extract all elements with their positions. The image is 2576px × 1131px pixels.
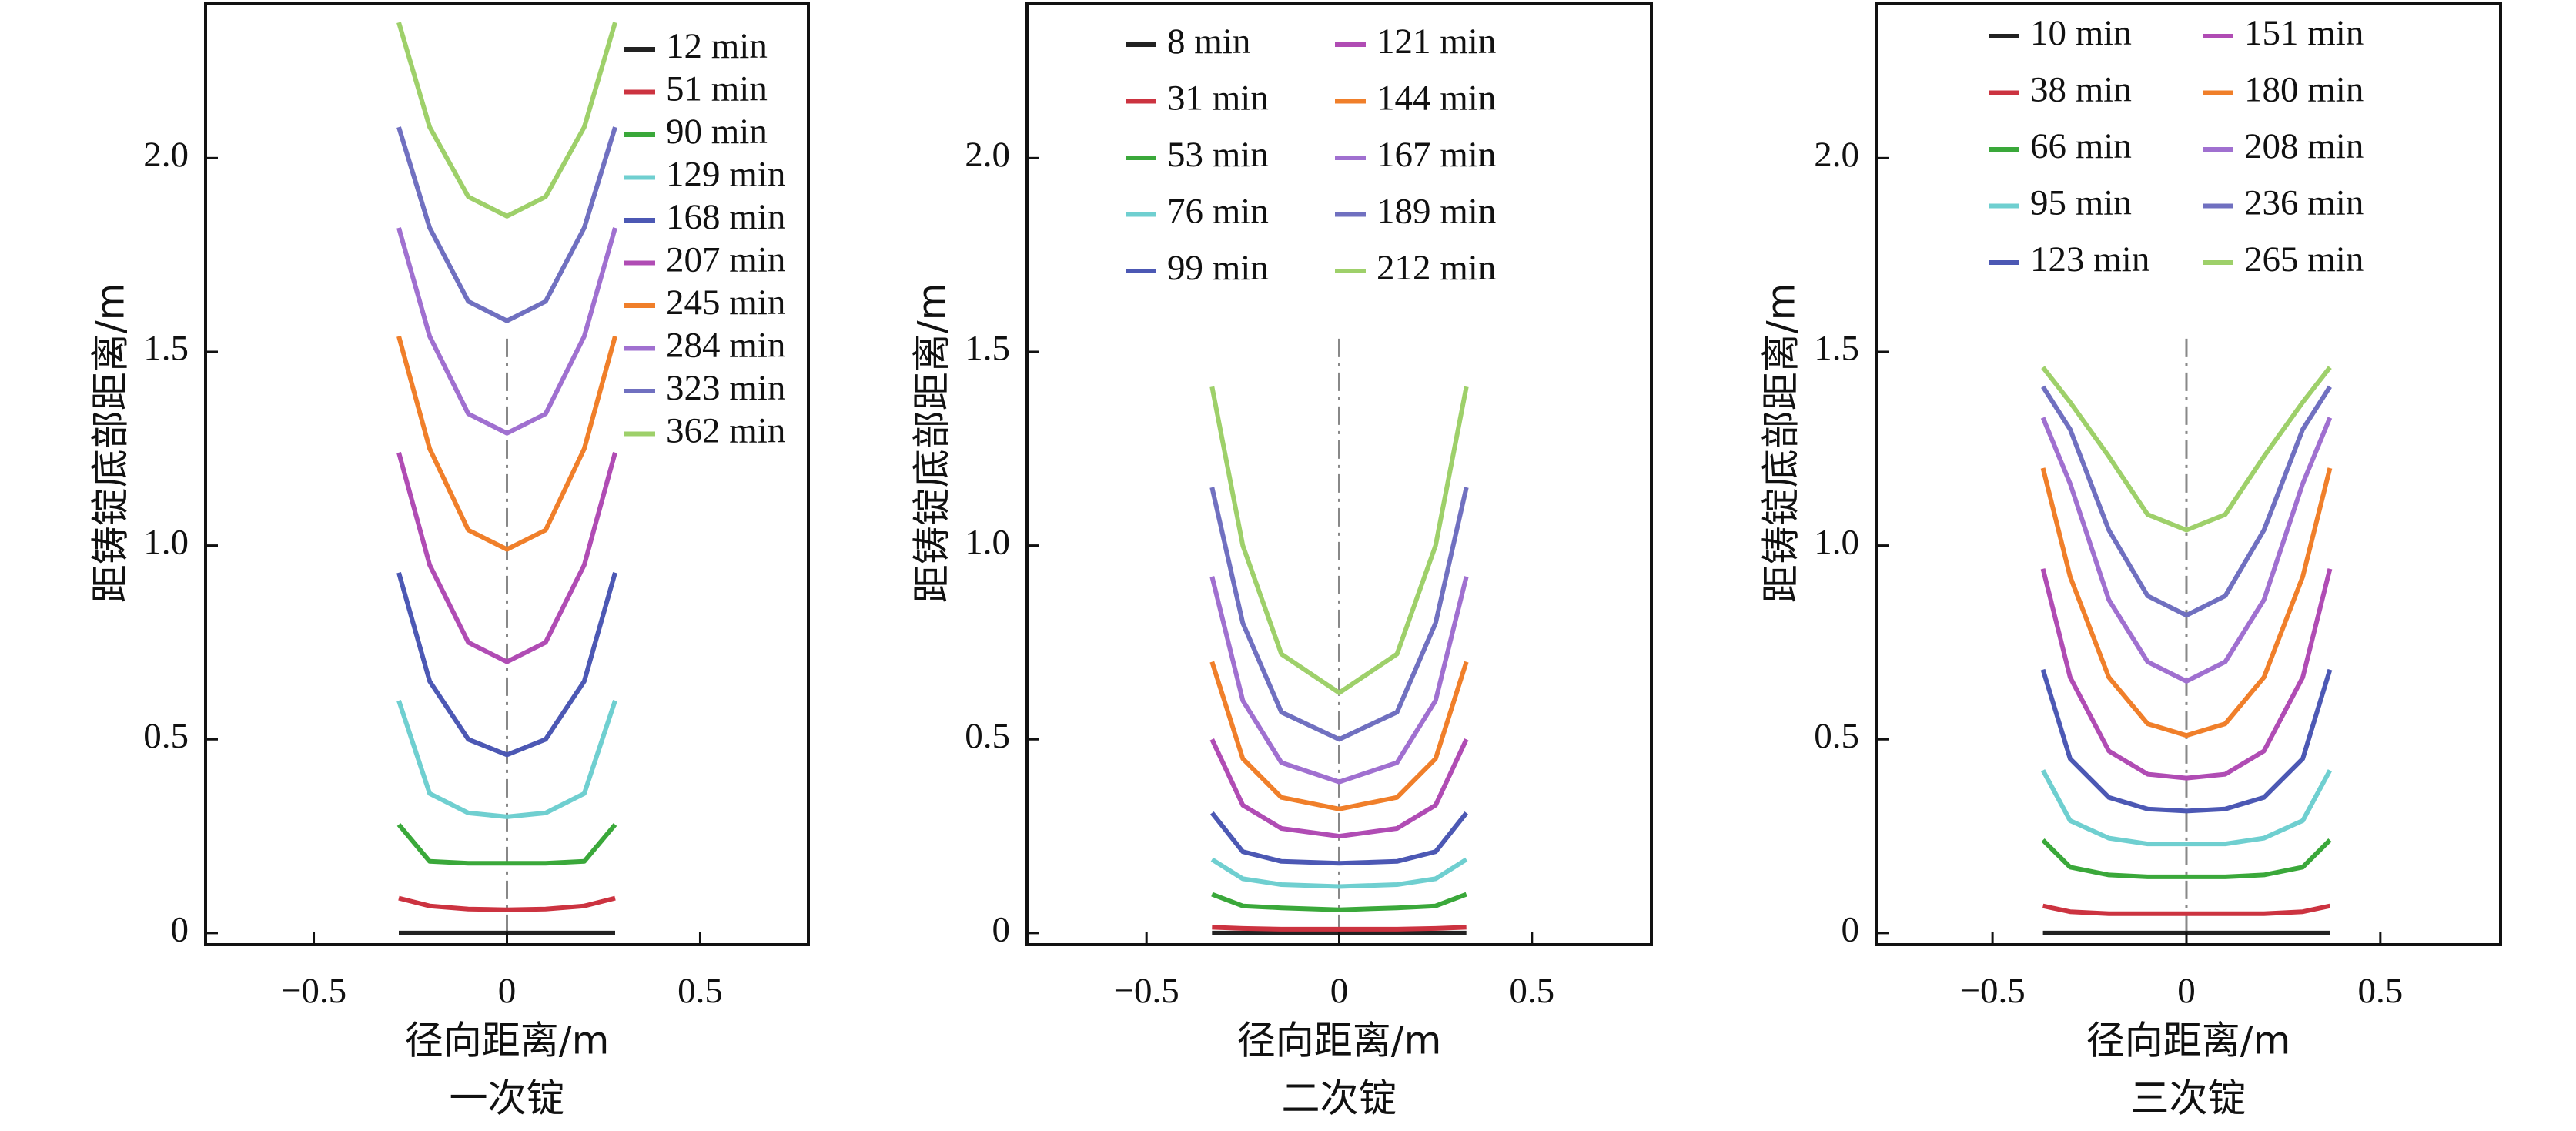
x-tick-label: 0 <box>498 971 517 1011</box>
curve <box>396 571 617 758</box>
x-tick-label: 0 <box>2177 971 2196 1011</box>
plot-frame <box>1875 2 2502 946</box>
curve <box>1211 892 1467 912</box>
y-axis-label: 距铸锭底部距离/m <box>1759 283 1804 604</box>
legend-label: 167 min <box>1377 135 1496 175</box>
legend-label: 284 min <box>666 325 785 365</box>
legend-label: 323 min <box>666 368 785 408</box>
curve <box>1209 386 1469 695</box>
y-axis-label: 距铸锭底部距离/m <box>910 283 955 604</box>
legend-label: 168 min <box>666 197 785 237</box>
panel: −0.5 0 0.5 0 0.5 1.0 1.5 2.0 距铸锭底部距离/m 径向距离/m 三次锭 1… <box>1759 2 2502 1121</box>
curve <box>396 452 617 664</box>
curve <box>1209 487 1469 742</box>
panel: −0.5 0 0.5 0 0.5 1.0 1.5 2.0 距铸锭底部距离/m 径向距离/m 一次锭 1… <box>89 2 810 1121</box>
legend-label: 76 min <box>1167 191 1269 231</box>
curve <box>2040 467 2333 738</box>
x-tick-label: 0.5 <box>1509 971 1554 1011</box>
y-tick-label: 2.0 <box>143 135 189 175</box>
legend-label: 66 min <box>2030 126 2132 166</box>
y-tick-label: 0.5 <box>143 716 189 756</box>
panel: −0.5 0 0.5 0 0.5 1.0 1.5 2.0 距铸锭底部距离/m 径向距离/m 二次锭 8… <box>910 2 1653 1121</box>
legend-label: 180 min <box>2244 69 2364 109</box>
curve <box>2041 385 2332 618</box>
legend-label: 8 min <box>1167 22 1250 62</box>
curve <box>396 823 617 866</box>
legend-label: 12 min <box>666 26 768 66</box>
panel-caption: 二次锭 <box>1282 1076 1397 1121</box>
y-tick-label: 1.5 <box>965 329 1010 369</box>
legend-label: 123 min <box>2030 239 2149 279</box>
x-tick-label: −0.5 <box>1114 971 1179 1011</box>
legend-label: 236 min <box>2244 182 2364 223</box>
curve <box>2040 769 2333 847</box>
y-tick-label: 1.5 <box>1814 329 1859 369</box>
legend-label: 31 min <box>1167 78 1269 118</box>
y-tick-label: 0 <box>992 910 1011 950</box>
legend-label: 121 min <box>1377 22 1496 62</box>
x-tick-label: 0.5 <box>2357 971 2403 1011</box>
legend-label: 212 min <box>1377 248 1496 288</box>
curve <box>396 336 617 552</box>
legend-label: 95 min <box>2030 182 2132 223</box>
legend-label: 10 min <box>2030 13 2132 53</box>
curve <box>396 22 617 219</box>
curve <box>396 126 617 323</box>
y-tick-label: 0 <box>171 910 189 950</box>
curve <box>2040 568 2333 781</box>
y-tick-label: 0 <box>1842 910 1860 950</box>
y-tick-label: 0.5 <box>965 716 1010 756</box>
legend-label: 151 min <box>2244 13 2364 53</box>
legend-label: 208 min <box>2244 126 2364 166</box>
curve <box>2041 366 2332 533</box>
y-tick-label: 1.0 <box>1814 522 1859 562</box>
y-tick-label: 0.5 <box>1814 716 1859 756</box>
curve <box>1209 811 1469 866</box>
legend-label: 129 min <box>666 154 785 194</box>
legend-label: 207 min <box>666 239 785 279</box>
curve <box>1209 576 1469 785</box>
legend-label: 265 min <box>2244 239 2364 279</box>
x-axis-label: 径向距离/m <box>405 1019 610 1063</box>
legend-label: 90 min <box>666 112 768 152</box>
panel-caption: 一次锭 <box>450 1076 565 1121</box>
y-tick-label: 2.0 <box>1814 135 1859 175</box>
y-tick-label: 1.0 <box>143 522 189 562</box>
legend-label: 362 min <box>666 410 785 450</box>
curve <box>398 895 616 912</box>
legend-label: 99 min <box>1167 248 1269 288</box>
legend-label: 53 min <box>1167 135 1269 175</box>
curve <box>2042 903 2331 916</box>
x-tick-label: 0.5 <box>677 971 723 1011</box>
x-axis-label: 径向距离/m <box>2086 1019 2291 1063</box>
legend-label: 189 min <box>1377 191 1496 231</box>
legend-label: 245 min <box>666 283 785 323</box>
panel-caption: 三次锭 <box>2131 1076 2246 1121</box>
x-tick-label: 0 <box>1330 971 1349 1011</box>
x-axis-label: 径向距离/m <box>1237 1019 1442 1063</box>
legend-label: 144 min <box>1377 78 1496 118</box>
y-tick-label: 1.5 <box>143 329 189 369</box>
curve <box>2041 838 2332 879</box>
curve <box>1212 925 1467 932</box>
legend-label: 38 min <box>2030 69 2132 109</box>
curve <box>2040 668 2333 814</box>
curve <box>1209 661 1469 811</box>
legend-label: 51 min <box>666 69 768 109</box>
plot-frame <box>1025 2 1653 946</box>
curve <box>1210 857 1468 889</box>
x-tick-label: −0.5 <box>281 971 346 1011</box>
curve <box>396 699 617 819</box>
curve <box>1209 738 1469 839</box>
curve <box>396 227 617 436</box>
x-tick-label: −0.5 <box>1959 971 2025 1011</box>
y-axis-label: 距铸锭底部距离/m <box>89 283 133 604</box>
y-tick-label: 2.0 <box>965 135 1010 175</box>
y-tick-label: 1.0 <box>965 522 1010 562</box>
curve <box>2040 417 2333 684</box>
